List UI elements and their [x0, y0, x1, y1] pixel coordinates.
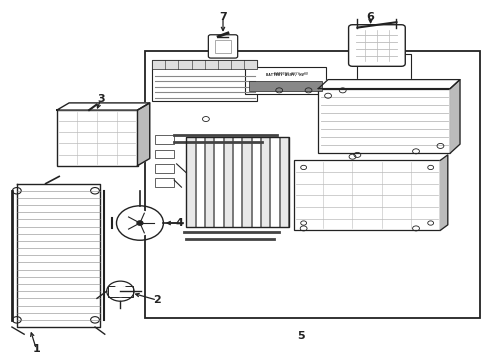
Circle shape	[137, 221, 143, 225]
Text: BATTERY ASSY, HV: BATTERY ASSY, HV	[266, 73, 304, 77]
FancyBboxPatch shape	[208, 35, 238, 58]
Bar	[155, 178, 174, 187]
Bar	[245, 67, 326, 94]
Bar	[357, 54, 411, 81]
Polygon shape	[450, 80, 460, 153]
Polygon shape	[441, 155, 448, 230]
Bar	[249, 81, 322, 91]
Text: 7: 7	[219, 12, 227, 22]
Bar	[214, 137, 222, 226]
Bar	[155, 149, 174, 158]
Bar	[155, 164, 174, 173]
Text: 4: 4	[175, 218, 183, 228]
Bar	[223, 137, 232, 226]
Text: 1: 1	[32, 344, 40, 354]
Text: 3: 3	[97, 94, 105, 104]
Bar	[205, 137, 213, 226]
Circle shape	[113, 285, 128, 297]
Text: 6: 6	[367, 12, 374, 22]
Bar	[108, 286, 133, 297]
Text: BATTERY ASSY, HV: BATTERY ASSY, HV	[274, 72, 308, 76]
Bar	[57, 110, 138, 166]
Bar	[155, 135, 174, 144]
Bar	[233, 137, 242, 226]
Bar	[280, 137, 288, 226]
FancyBboxPatch shape	[348, 25, 405, 66]
Bar	[152, 60, 257, 69]
Polygon shape	[138, 103, 150, 166]
Text: 5: 5	[297, 331, 305, 341]
Bar	[261, 137, 270, 226]
Bar	[196, 137, 204, 226]
Bar	[186, 137, 195, 226]
Text: 2: 2	[153, 295, 161, 305]
Bar	[243, 137, 251, 226]
Bar	[252, 137, 260, 226]
Bar	[152, 60, 257, 101]
Polygon shape	[57, 103, 150, 110]
Bar	[215, 40, 231, 53]
Bar	[145, 51, 480, 318]
Bar	[318, 89, 450, 153]
Bar	[186, 137, 289, 226]
Bar	[270, 137, 279, 226]
Polygon shape	[318, 80, 460, 89]
Bar	[294, 160, 441, 230]
Circle shape	[123, 211, 156, 235]
